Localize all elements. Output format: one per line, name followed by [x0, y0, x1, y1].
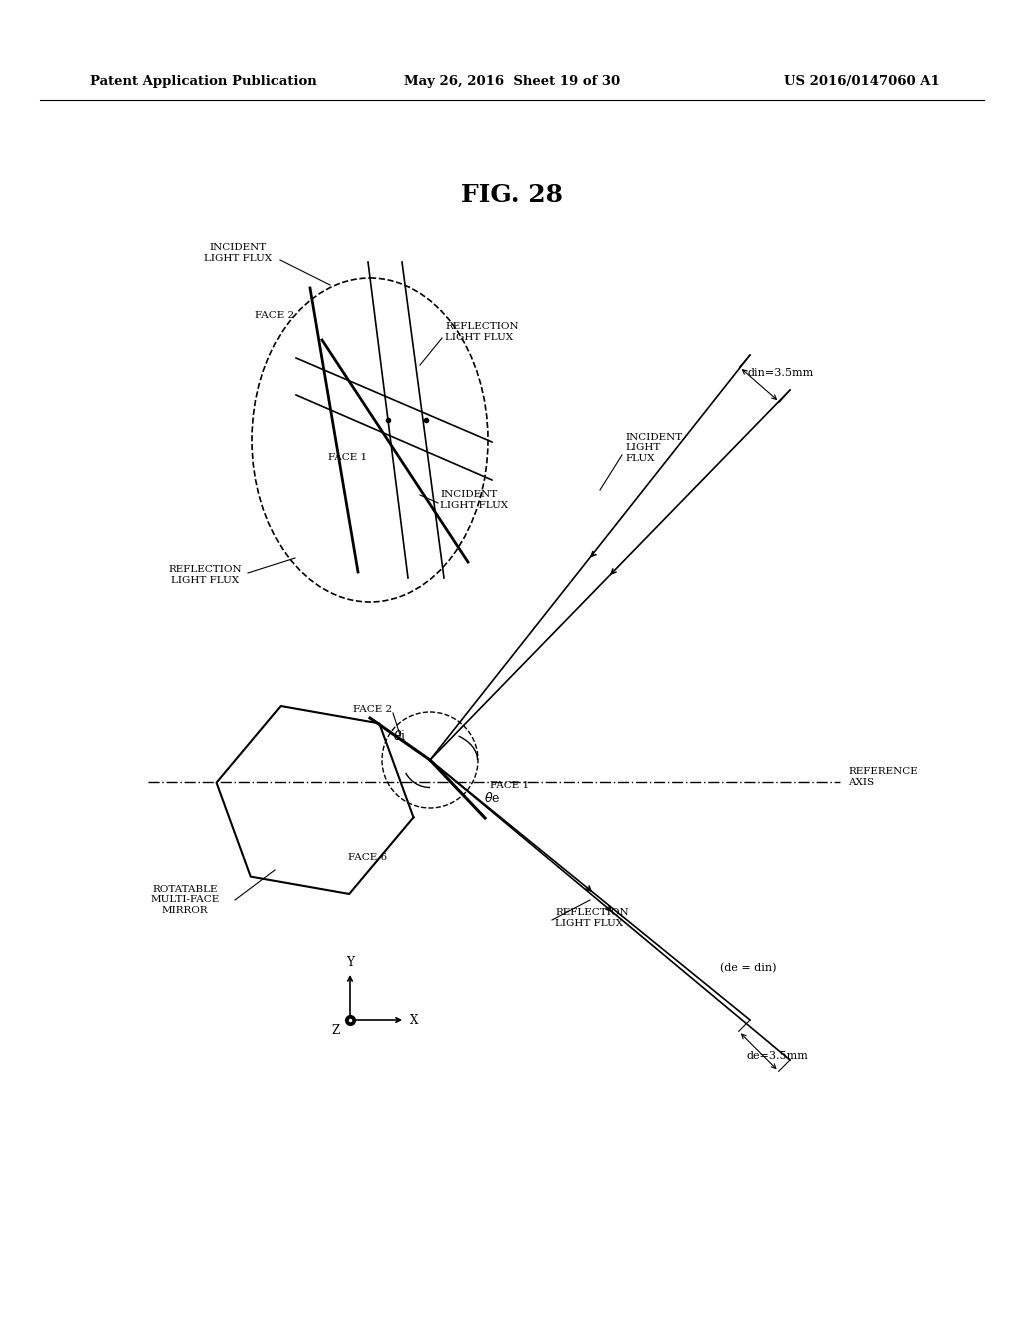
Text: Z: Z [332, 1023, 340, 1036]
Text: INCIDENT
LIGHT
FLUX: INCIDENT LIGHT FLUX [625, 433, 682, 463]
Text: Y: Y [346, 956, 354, 969]
Text: $\theta$e: $\theta$e [483, 791, 500, 805]
Text: din=3.5mm: din=3.5mm [748, 367, 814, 378]
Text: X: X [410, 1014, 418, 1027]
Text: FACE 2: FACE 2 [255, 310, 295, 319]
Text: INCIDENT
LIGHT FLUX: INCIDENT LIGHT FLUX [440, 490, 508, 510]
Text: REFLECTION
LIGHT FLUX: REFLECTION LIGHT FLUX [445, 322, 518, 342]
Text: US 2016/0147060 A1: US 2016/0147060 A1 [784, 75, 940, 88]
Text: FACE 1: FACE 1 [329, 454, 368, 462]
Text: Patent Application Publication: Patent Application Publication [90, 75, 316, 88]
Text: ROTATABLE
MULTI-FACE
MIRROR: ROTATABLE MULTI-FACE MIRROR [151, 886, 219, 915]
Text: (de = din): (de = din) [720, 962, 776, 973]
Text: INCIDENT
LIGHT FLUX: INCIDENT LIGHT FLUX [204, 243, 272, 263]
Text: FACE 2: FACE 2 [353, 705, 392, 714]
Text: FIG. 28: FIG. 28 [461, 183, 563, 207]
Text: REFLECTION
LIGHT FLUX: REFLECTION LIGHT FLUX [168, 565, 242, 585]
Text: $\theta$i: $\theta$i [393, 729, 407, 743]
Text: de=3.5mm: de=3.5mm [746, 1051, 809, 1061]
Text: FACE 1: FACE 1 [490, 780, 529, 789]
Text: FACE 6: FACE 6 [348, 854, 387, 862]
Text: May 26, 2016  Sheet 19 of 30: May 26, 2016 Sheet 19 of 30 [403, 75, 621, 88]
Text: REFLECTION
LIGHT FLUX: REFLECTION LIGHT FLUX [555, 908, 629, 928]
Text: REFERENCE
AXIS: REFERENCE AXIS [848, 767, 918, 787]
